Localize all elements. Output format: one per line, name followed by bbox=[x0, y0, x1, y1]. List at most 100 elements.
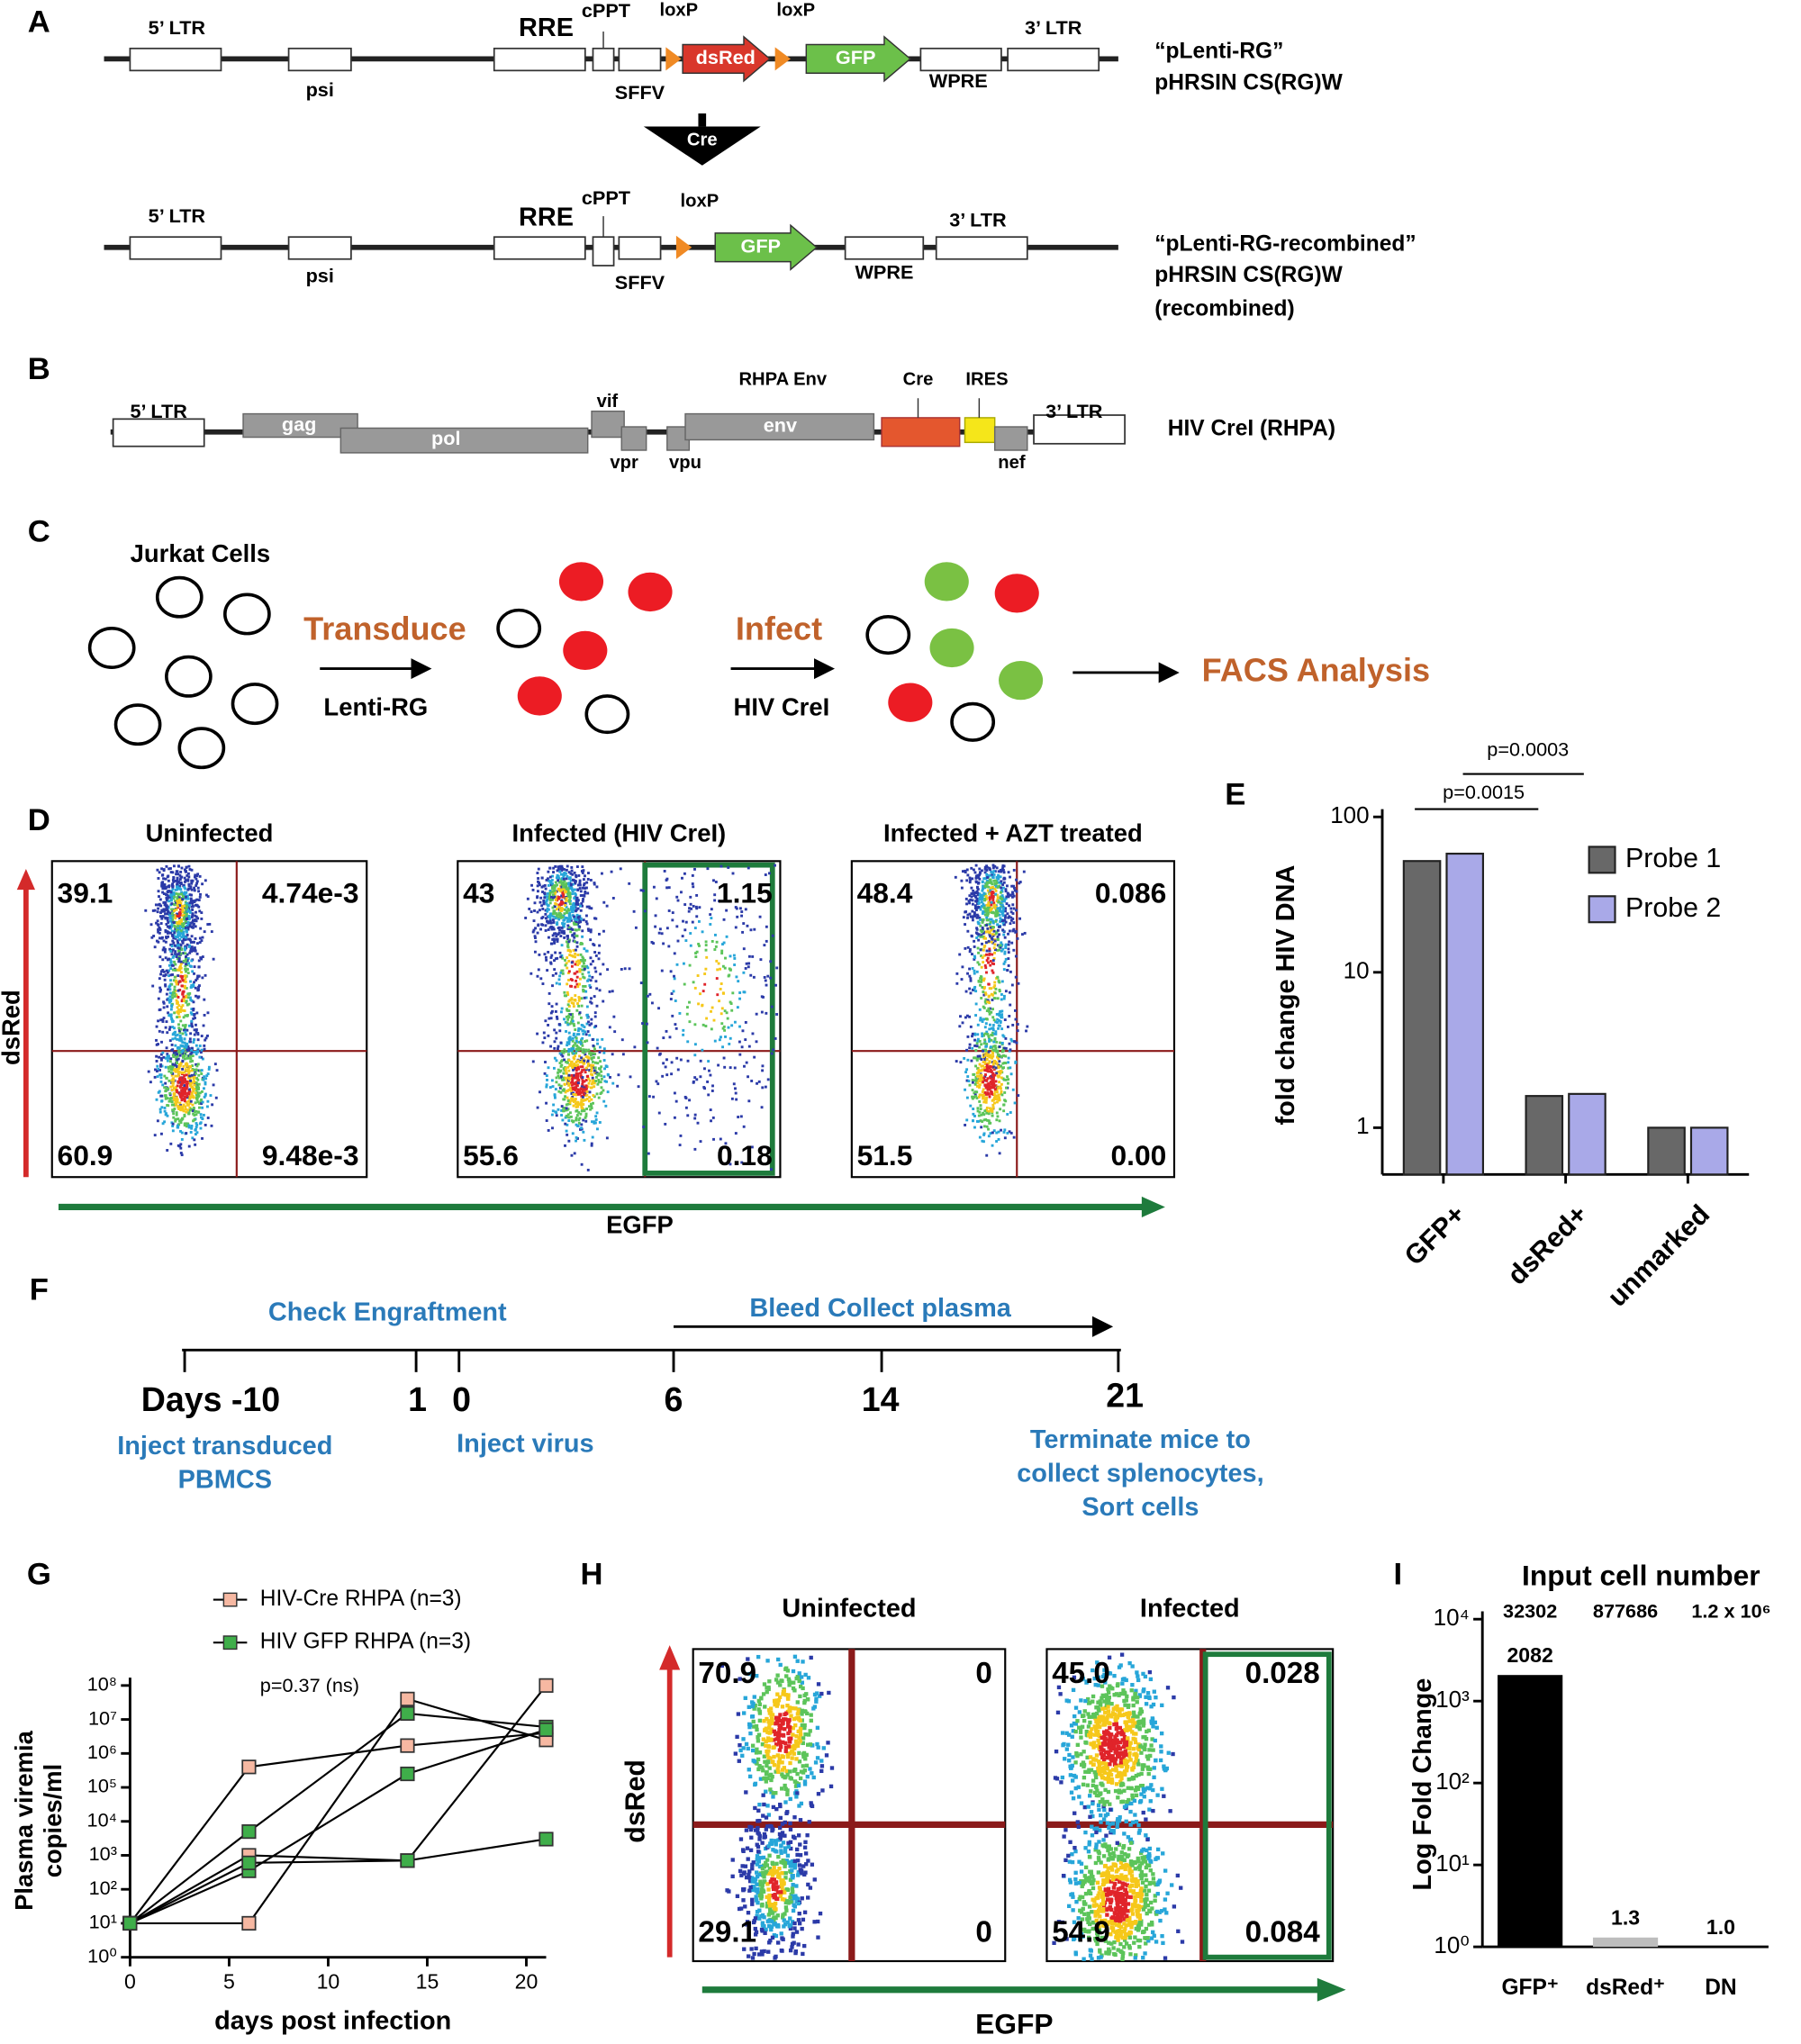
event-dot bbox=[185, 955, 187, 958]
event-dot bbox=[584, 1033, 588, 1036]
event-dot bbox=[590, 1056, 593, 1060]
event-dot bbox=[576, 1075, 580, 1079]
event-dot bbox=[183, 1084, 186, 1087]
event-dot bbox=[572, 1088, 575, 1091]
event-dot bbox=[202, 1024, 205, 1027]
event-dot bbox=[546, 877, 549, 881]
event-dot bbox=[718, 900, 720, 903]
event-dot bbox=[695, 915, 699, 918]
event-dot bbox=[567, 926, 571, 929]
event-dot bbox=[996, 1065, 1000, 1068]
event-dot bbox=[585, 905, 589, 909]
event-dot bbox=[664, 1065, 667, 1069]
event-dot bbox=[181, 909, 185, 912]
event-dot bbox=[727, 1026, 730, 1029]
event-dot bbox=[182, 1090, 186, 1094]
event-dot bbox=[757, 1750, 763, 1755]
event-dot bbox=[695, 1078, 699, 1081]
event-dot bbox=[175, 1113, 178, 1117]
event-dot bbox=[559, 912, 563, 916]
event-dot bbox=[560, 869, 564, 873]
event-dot bbox=[983, 897, 987, 900]
event-dot bbox=[975, 1045, 979, 1048]
event-dot bbox=[563, 990, 566, 994]
event-dot bbox=[153, 945, 157, 949]
event-dot bbox=[573, 897, 576, 900]
event-dot bbox=[186, 901, 189, 905]
event-dot bbox=[582, 878, 585, 882]
event-dot bbox=[184, 869, 187, 873]
event-dot bbox=[169, 893, 173, 897]
event-dot bbox=[997, 1027, 1000, 1030]
event-dot bbox=[544, 955, 548, 959]
event-dot bbox=[968, 1015, 972, 1018]
event-dot bbox=[674, 999, 677, 1002]
event-dot bbox=[763, 1776, 767, 1781]
event-dot bbox=[181, 923, 185, 927]
event-dot bbox=[564, 901, 567, 905]
event-dot bbox=[695, 893, 699, 897]
event-dot bbox=[604, 1064, 608, 1068]
event-dot bbox=[661, 1074, 665, 1078]
event-dot bbox=[181, 905, 185, 908]
event-dot bbox=[191, 920, 195, 924]
event-dot bbox=[190, 1126, 194, 1130]
event-dot bbox=[163, 1120, 167, 1124]
event-dot bbox=[174, 927, 177, 931]
event-dot bbox=[787, 1683, 792, 1687]
event-dot bbox=[567, 940, 571, 944]
event-dot bbox=[177, 886, 181, 890]
event-dot bbox=[176, 897, 179, 900]
event-dot bbox=[164, 956, 167, 960]
event-dot bbox=[582, 1048, 585, 1052]
event-dot bbox=[553, 968, 557, 972]
event-dot bbox=[974, 864, 978, 867]
element-label: dsRed bbox=[696, 46, 756, 68]
event-dot bbox=[170, 1073, 174, 1077]
event-dot bbox=[815, 1691, 819, 1696]
event-dot bbox=[589, 956, 593, 960]
event-dot bbox=[593, 1069, 596, 1072]
event-dot bbox=[987, 885, 991, 889]
event-dot bbox=[547, 928, 550, 931]
event-dot bbox=[153, 1075, 157, 1079]
event-dot bbox=[593, 1061, 597, 1064]
event-dot bbox=[548, 875, 552, 879]
event-dot bbox=[1013, 886, 1016, 890]
event-dot bbox=[156, 910, 159, 914]
event-dot bbox=[673, 952, 676, 955]
event-dot bbox=[994, 1046, 998, 1050]
event-dot bbox=[582, 1093, 585, 1097]
event-dot bbox=[562, 1089, 566, 1092]
event-dot bbox=[994, 914, 998, 918]
event-dot bbox=[985, 1111, 989, 1115]
event-dot bbox=[616, 1084, 620, 1088]
event-dot bbox=[156, 1075, 159, 1079]
event-dot bbox=[568, 896, 572, 900]
event-dot bbox=[673, 1091, 676, 1095]
event-dot bbox=[584, 1084, 588, 1088]
event-dot bbox=[563, 912, 566, 916]
event-dot bbox=[197, 1073, 201, 1077]
event-dot bbox=[983, 1032, 987, 1036]
event-dot bbox=[177, 896, 181, 900]
event-dot bbox=[976, 1039, 980, 1043]
event-dot bbox=[157, 877, 160, 880]
event-dot bbox=[584, 914, 588, 918]
event-dot bbox=[544, 924, 548, 927]
event-dot bbox=[977, 905, 981, 909]
event-dot bbox=[816, 1792, 821, 1796]
event-dot bbox=[678, 1011, 682, 1015]
event-dot bbox=[571, 1039, 575, 1043]
event-dot bbox=[166, 998, 169, 1001]
event-dot bbox=[986, 879, 990, 882]
event-dot bbox=[734, 1087, 737, 1090]
event-dot bbox=[777, 1867, 782, 1871]
event-dot bbox=[747, 1099, 751, 1103]
element-label: WPRE bbox=[929, 69, 988, 92]
event-dot bbox=[737, 1116, 740, 1118]
event-dot bbox=[980, 1058, 983, 1062]
event-dot bbox=[656, 1082, 660, 1086]
event-dot bbox=[975, 1085, 979, 1088]
event-dot bbox=[734, 1091, 738, 1095]
